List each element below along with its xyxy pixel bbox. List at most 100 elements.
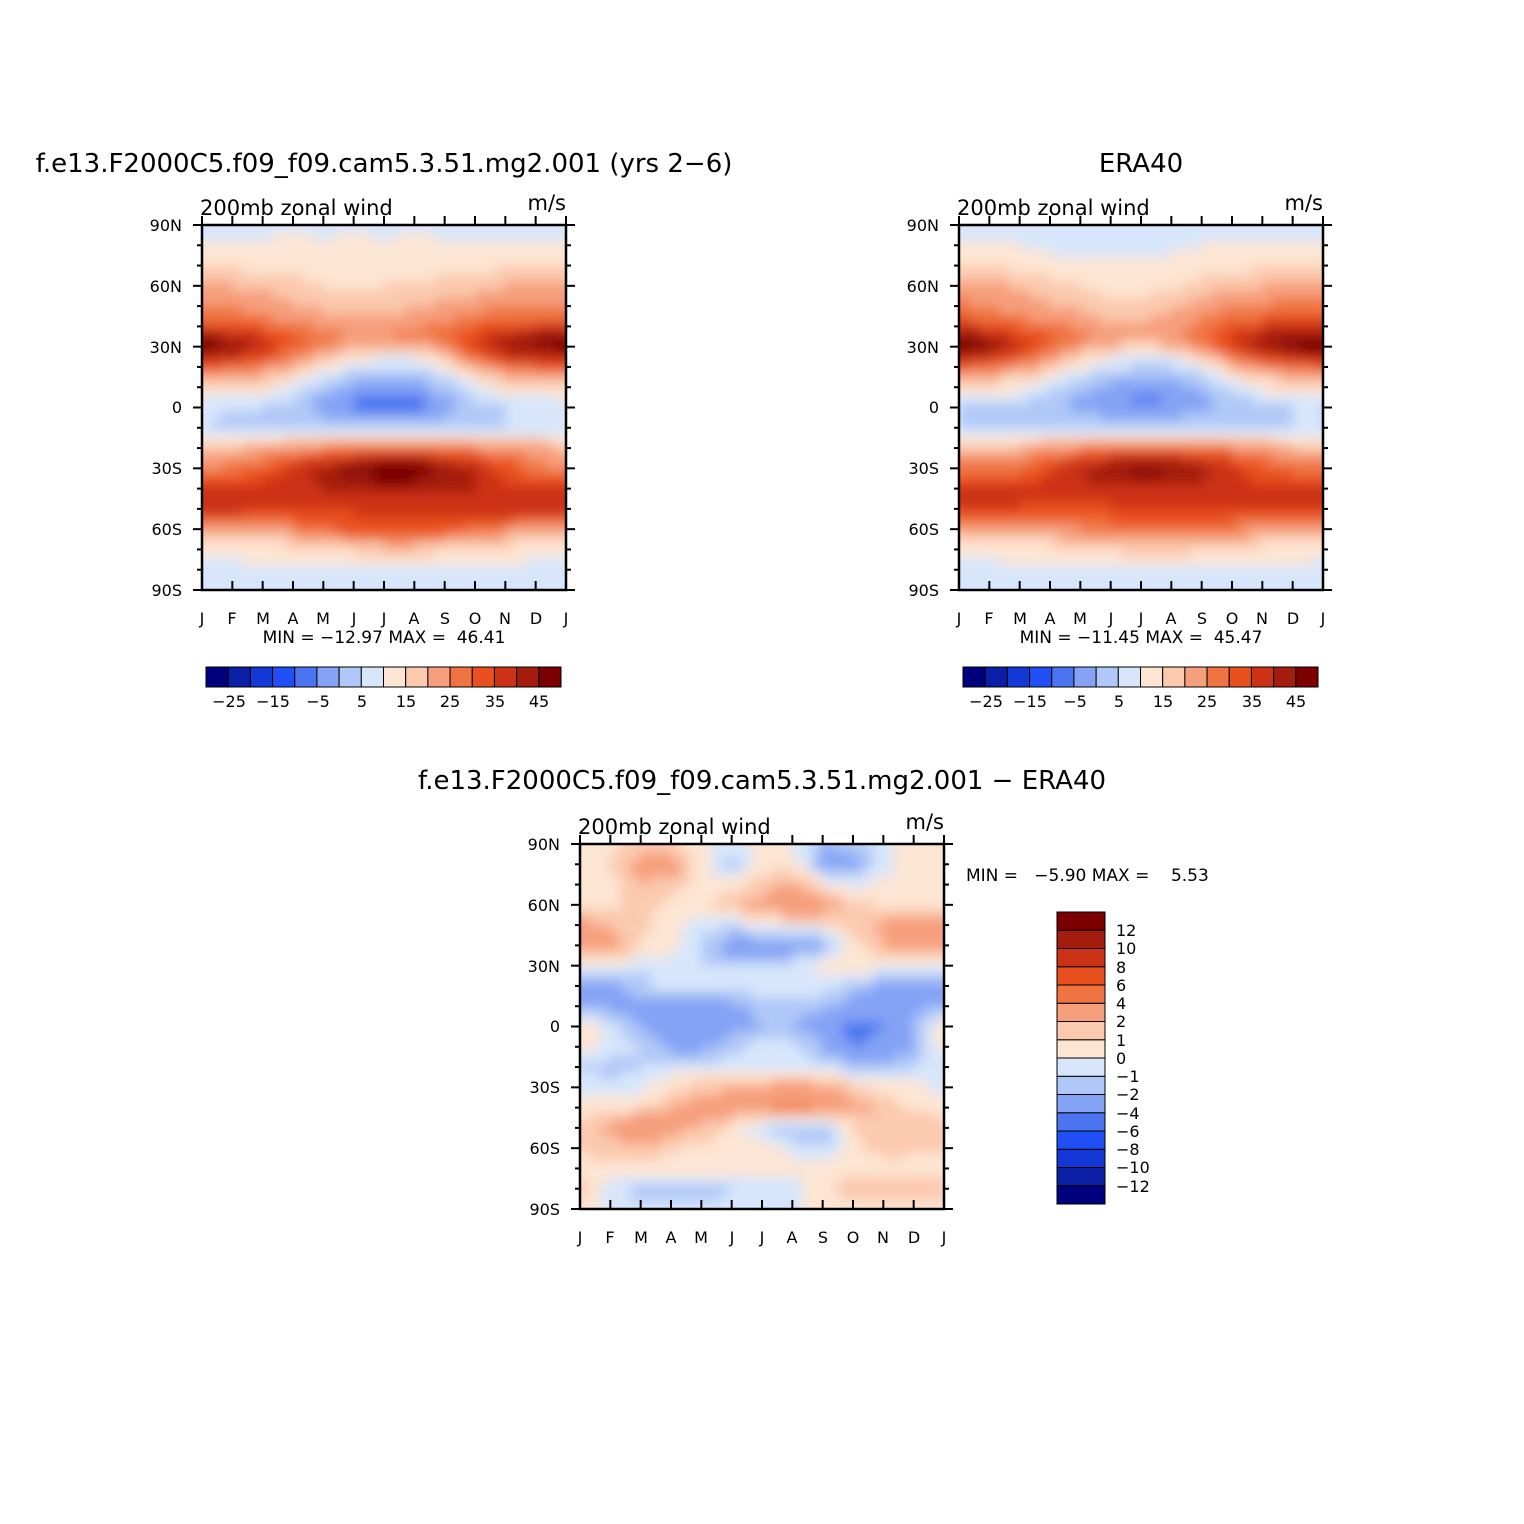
field-cell: [444, 508, 456, 518]
field-cell: [903, 876, 915, 886]
field-cell: [650, 1079, 662, 1089]
field-cell: [1110, 265, 1122, 275]
field-cell: [1211, 249, 1223, 259]
field-cell: [923, 981, 935, 991]
field-cell: [873, 1022, 885, 1032]
field-cell: [1201, 225, 1213, 234]
field-cell: [333, 492, 345, 502]
field-cell: [353, 573, 365, 583]
field-cell: [671, 1063, 682, 1072]
field-cell: [303, 444, 315, 453]
field-cell: [293, 590, 304, 599]
field-cell: [424, 257, 436, 267]
field-cell: [1232, 476, 1243, 486]
field-cell: [272, 484, 284, 494]
field-cell: [1302, 273, 1314, 283]
field-cell: [545, 362, 557, 372]
field-cell: [242, 362, 254, 372]
field-cell: [792, 949, 804, 959]
field-cell: [873, 973, 885, 983]
field-cell: [343, 371, 355, 380]
field-cell: [822, 892, 834, 902]
field-cell: [1151, 468, 1163, 478]
field-cell: [610, 1022, 622, 1032]
field-cell: [1009, 379, 1021, 389]
field-cell: [1282, 476, 1294, 486]
field-cell: [1070, 273, 1082, 283]
field-cell: [893, 965, 905, 975]
field-cell: [1312, 444, 1323, 453]
field-cell: [1262, 298, 1274, 307]
field-cell: [913, 917, 925, 926]
field-cell: [1110, 452, 1122, 462]
field-cell: [353, 241, 365, 251]
field-cell: [1141, 273, 1152, 283]
field-cell: [933, 981, 944, 991]
field-cell: [1029, 265, 1041, 275]
field-cell: [464, 330, 476, 340]
field-cell: [620, 925, 632, 935]
field-cell: [590, 990, 602, 999]
field-cell: [1110, 306, 1122, 316]
field-cell: [1110, 517, 1122, 526]
field-cell: [671, 957, 682, 967]
field-cell: [454, 322, 466, 332]
field-cell: [893, 1071, 905, 1081]
field-cell: [1232, 484, 1243, 494]
field-cell: [1009, 435, 1021, 445]
field-cell: [1202, 590, 1213, 599]
field-cell: [444, 411, 456, 421]
field-cell: [1252, 590, 1263, 599]
colorbar-label: 5: [357, 692, 367, 711]
field-cell: [1171, 314, 1183, 324]
field-cell: [525, 541, 537, 551]
field-cell: [1323, 290, 1334, 299]
field-cell: [630, 1038, 642, 1048]
field-cell: [923, 860, 935, 870]
field-cell: [1050, 581, 1061, 590]
field-cell: [1039, 476, 1051, 486]
field-cell: [343, 444, 355, 453]
field-cell: [893, 1038, 905, 1048]
field-cell: [1282, 289, 1294, 299]
field-cell: [969, 508, 981, 518]
field-cell: [515, 581, 527, 590]
field-cell: [842, 1038, 854, 1048]
field-cell: [842, 876, 854, 886]
field-cell: [363, 314, 375, 324]
field-cell: [741, 949, 753, 959]
field-cell: [721, 973, 733, 983]
field-cell: [792, 981, 804, 991]
field-cell: [333, 427, 345, 437]
field-cell: [1009, 265, 1021, 275]
field-cell: [1090, 541, 1102, 551]
field-cell: [262, 427, 274, 437]
field-cell: [580, 844, 591, 853]
field-cell: [782, 1030, 794, 1040]
field-cell: [555, 346, 566, 356]
field-cell: [802, 1038, 814, 1048]
field-cell: [1060, 257, 1072, 267]
field-cell: [863, 965, 875, 975]
field-cell: [1110, 346, 1122, 356]
field-cell: [640, 1063, 652, 1072]
field-cell: [863, 925, 875, 935]
field-cell: [444, 265, 456, 275]
field-cell: [424, 289, 436, 299]
field-cell: [1080, 427, 1092, 437]
field-cell: [903, 868, 915, 878]
field-cell: [404, 273, 416, 283]
field-cell: [751, 1054, 763, 1064]
field-cell: [1221, 387, 1233, 397]
field-cell: [979, 427, 991, 437]
field-cell: [610, 973, 622, 983]
field-cell: [1272, 476, 1284, 486]
field-cell: [252, 411, 264, 421]
field-cell: [650, 892, 662, 902]
field-cell: [1262, 500, 1274, 510]
field-cell: [414, 322, 426, 332]
field-cell: [681, 908, 693, 918]
field-cell: [751, 965, 763, 975]
field-cell: [1262, 435, 1274, 445]
field-cell: [580, 908, 591, 918]
